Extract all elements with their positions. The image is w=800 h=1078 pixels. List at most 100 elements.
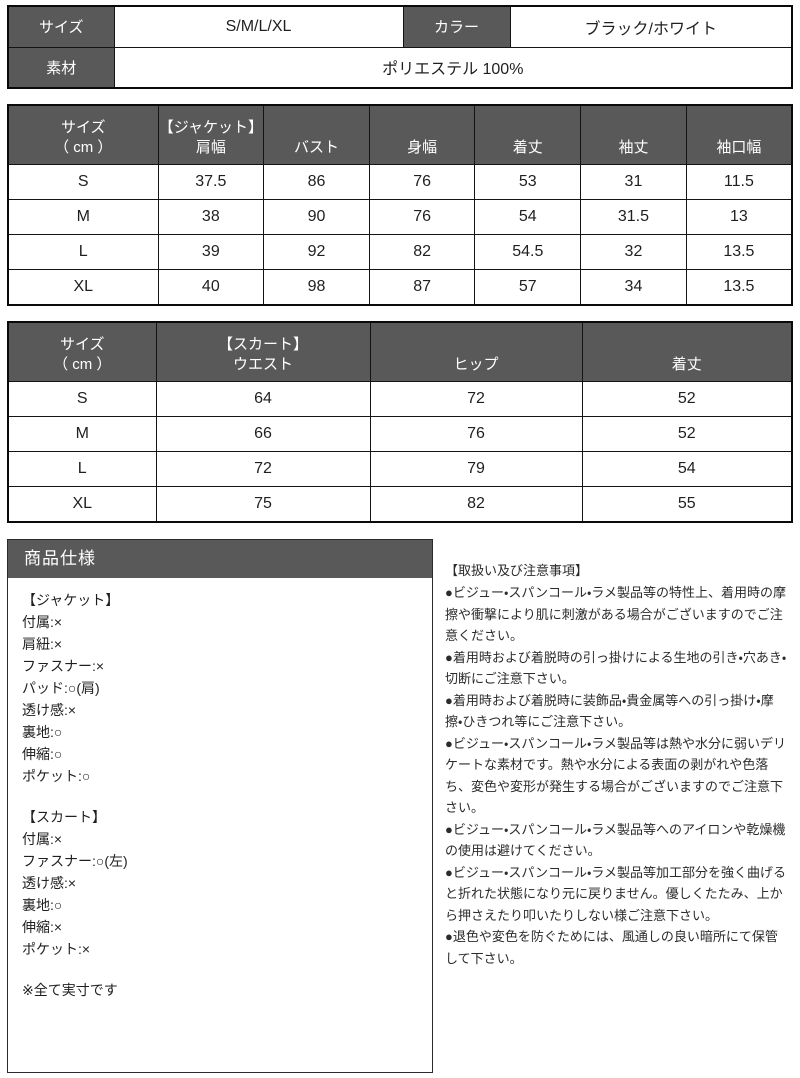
value-cell: 34: [580, 269, 687, 306]
column-header: 身幅: [368, 104, 476, 165]
value-cell: 98: [263, 269, 370, 306]
value-cell: 53: [474, 164, 582, 200]
value-cell: 11.5: [685, 164, 793, 200]
value-cell: 79: [369, 451, 583, 487]
table-row: L 39 92 82 54.5 32 13.5: [7, 234, 793, 270]
column-header: 【ジャケット】 肩幅: [157, 104, 265, 165]
value-cell: 39: [157, 234, 265, 270]
spec-line: 付属:×: [22, 831, 63, 847]
size-cell: S: [7, 381, 157, 417]
care-note-item: ●ビジュー・スパンコール・ラメ製品等の特性上、着用時の摩擦や衝撃により肌に刺激が…: [445, 585, 787, 643]
spec-line: 肩紐:×: [22, 636, 63, 652]
value-cell: 92: [263, 234, 370, 270]
size-cell: XL: [7, 269, 159, 306]
table-row: S 37.5 86 76 53 31 11.5: [7, 164, 793, 200]
info-row-material: 素材 ポリエステル 100%: [7, 46, 793, 89]
jacket-size-table: サイズ（ cm ）【ジャケット】 肩幅 バスト 身幅 着丈 袖丈 袖口幅 S 37.5 86 76 5…: [7, 104, 793, 306]
spec-line: ポケット:○: [22, 768, 91, 784]
spec-line: 透け感:×: [22, 875, 77, 891]
color-value-cell: ブラック/ホワイト: [509, 5, 793, 48]
value-cell: 72: [369, 381, 583, 417]
care-note-item: ●退色や変色を防ぐためには、風通しの良い暗所にて保管して下さい。: [445, 929, 778, 966]
value-cell: 82: [368, 234, 476, 270]
column-header: サイズ（ cm ）: [7, 104, 159, 165]
value-cell: 31: [580, 164, 687, 200]
table-row: XL 75 82 55: [7, 486, 793, 523]
table-row: M 38 90 76 54 31.5 13: [7, 199, 793, 235]
size-value-cell: S/M/L/XL: [113, 5, 404, 48]
color-label-cell: カラー: [402, 5, 511, 48]
spec-line: 裏地:○: [22, 897, 63, 913]
spec-line: 透け感:×: [22, 702, 77, 718]
size-cell: L: [7, 234, 159, 270]
value-cell: 54.5: [474, 234, 582, 270]
size-cell: XL: [7, 486, 157, 523]
care-notes-list: ●ビジュー・スパンコール・ラメ製品等の特性上、着用時の摩擦や衝撃により肌に刺激が…: [445, 582, 789, 969]
table-row: M 66 76 52: [7, 416, 793, 452]
size-label-cell: サイズ: [7, 5, 115, 48]
care-notes-title: 【取扱い及び注意事項】: [445, 563, 589, 578]
value-cell: 66: [155, 416, 371, 452]
value-cell: 52: [581, 416, 793, 452]
material-label-cell: 素材: [7, 46, 115, 89]
care-note-item: ●着用時および着脱時の引っ掛けによる生地の引き・穴あき・切断にご注意下さい。: [445, 649, 787, 687]
value-cell: 72: [155, 451, 371, 487]
skirt-size-table: サイズ（ cm ）【スカート】 ウエスト ヒップ 着丈 S 64 72 52 M 66 76 52 L 7…: [7, 321, 793, 523]
value-cell: 86: [263, 164, 370, 200]
value-cell: 75: [155, 486, 371, 523]
care-note-item: ●ビジュー・スパンコール・ラメ製品等は熱や水分に弱いデリケートな素材です。熱や水…: [445, 735, 787, 816]
spec-line: 裏地:○: [22, 724, 63, 740]
value-cell: 31.5: [580, 199, 687, 235]
value-cell: 87: [368, 269, 476, 306]
column-header: ヒップ: [369, 321, 583, 382]
column-header: 着丈: [581, 321, 793, 382]
value-cell: 54: [474, 199, 582, 235]
value-cell: 13.5: [685, 234, 793, 270]
column-header: バスト: [263, 104, 370, 165]
size-cell: M: [7, 199, 159, 235]
spec-line: ファスナー:○(左): [22, 853, 128, 869]
value-cell: 13.5: [685, 269, 793, 306]
column-header: 袖口幅: [685, 104, 793, 165]
column-header: 【スカート】 ウエスト: [155, 321, 371, 382]
care-note-item: ●ビジュー・スパンコール・ラメ製品等加工部分を強く曲げると折れた状態になり元に戻…: [445, 864, 787, 923]
value-cell: 55: [581, 486, 793, 523]
value-cell: 54: [581, 451, 793, 487]
value-cell: 57: [474, 269, 582, 306]
value-cell: 52: [581, 381, 793, 417]
value-cell: 64: [155, 381, 371, 417]
table-row: L 72 79 54: [7, 451, 793, 487]
spec-line: 伸縮:×: [22, 919, 63, 935]
spacer: [22, 960, 418, 979]
value-cell: 37.5: [157, 164, 265, 200]
info-row-size-color: サイズ S/M/L/XL カラー ブラック/ホワイト: [7, 5, 793, 48]
bottom-section: 商品仕様 【ジャケット】 付属:× 肩紐:× ファスナー:× パッド:○(肩) 透け感:×…: [7, 539, 793, 1073]
spec-line: 付属:×: [22, 614, 63, 630]
value-cell: 76: [369, 416, 583, 452]
value-cell: 40: [157, 269, 265, 306]
value-cell: 13: [685, 199, 793, 235]
size-cell: M: [7, 416, 157, 452]
column-header: サイズ（ cm ）: [7, 321, 157, 382]
spec-line: 【スカート】: [22, 809, 106, 825]
value-cell: 38: [157, 199, 265, 235]
care-note-item: ●ビジュー・スパンコール・ラメ製品等へのアイロンや乾燥機の使用は避けてください。: [445, 821, 786, 859]
value-cell: 82: [369, 486, 583, 523]
care-note-item: ●着用時および着脱時に装飾品・貴金属等への引っ掛け・摩擦・ひきつれ等にご注意下さ…: [445, 692, 774, 730]
care-notes: 【取扱い及び注意事項】 ●ビジュー・スパンコール・ラメ製品等の特性上、着用時の摩…: [433, 539, 793, 969]
spec-box-title: 商品仕様: [8, 540, 432, 578]
table-row: XL 40 98 87 57 34 13.5: [7, 269, 793, 306]
spec-line: ポケット:×: [22, 941, 91, 957]
column-header: 袖丈: [580, 104, 687, 165]
product-info-table: サイズ S/M/L/XL カラー ブラック/ホワイト 素材 ポリエステル 100…: [7, 5, 793, 89]
spec-line: 伸縮:○: [22, 746, 63, 762]
spacer: [22, 787, 418, 806]
spec-line: ファスナー:×: [22, 658, 105, 674]
header-row: サイズ（ cm ）【ジャケット】 肩幅 バスト 身幅 着丈 袖丈 袖口幅: [7, 104, 793, 165]
spec-line: パッド:○(肩): [22, 680, 100, 696]
value-cell: 76: [368, 199, 476, 235]
value-cell: 32: [580, 234, 687, 270]
spec-box: 商品仕様 【ジャケット】 付属:× 肩紐:× ファスナー:× パッド:○(肩) 透け感:×…: [7, 539, 433, 1073]
table-row: S 64 72 52: [7, 381, 793, 417]
